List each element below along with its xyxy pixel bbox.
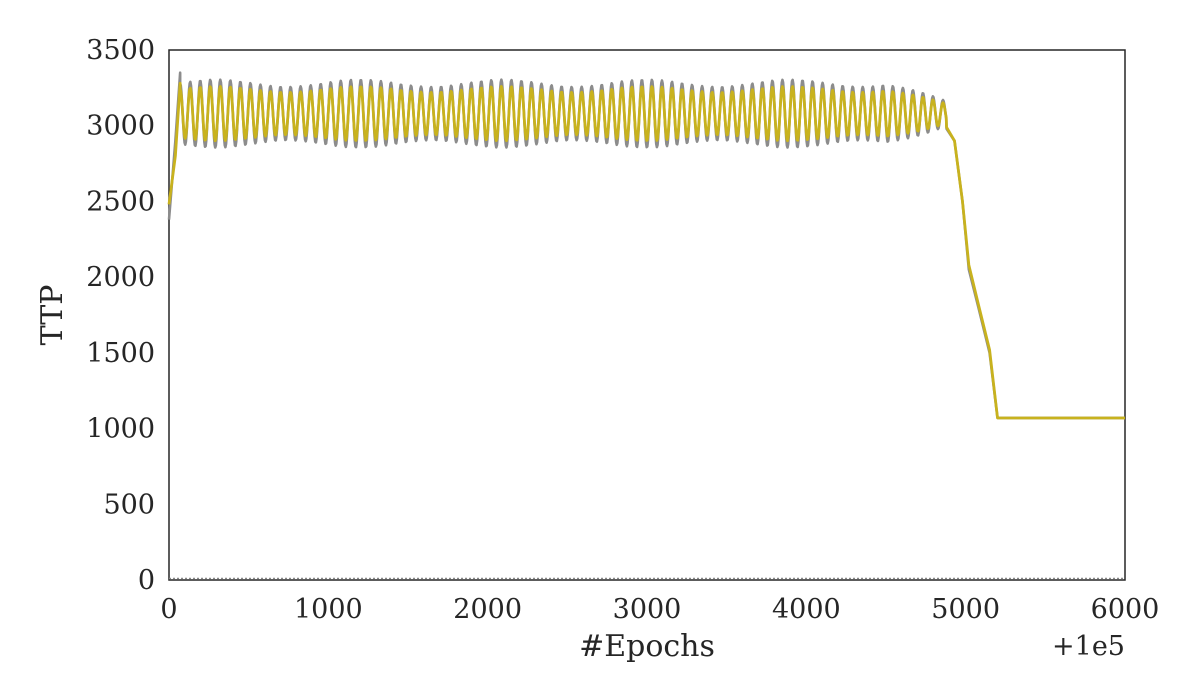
plot-area <box>167 49 1126 581</box>
y-tick-label: 0 <box>138 565 155 596</box>
series-line-2 <box>167 81 1125 420</box>
x-axis-label: #Epochs <box>579 629 715 664</box>
series-layer <box>167 71 1125 420</box>
series-line-1 <box>167 71 1125 420</box>
y-tick-label: 3500 <box>86 35 155 66</box>
x-axis-offset-label: +1e5 <box>1052 631 1125 662</box>
x-axis-ticks: 0 1000 2000 3000 4000 5000 6000 <box>160 594 1159 625</box>
y-tick-label: 1500 <box>86 338 155 369</box>
y-tick-label: 3000 <box>86 111 155 142</box>
plot-frame <box>168 49 1126 581</box>
x-tick-label: 5000 <box>931 594 1000 625</box>
x-tick-label: 1000 <box>294 594 363 625</box>
y-tick-label: 500 <box>103 489 155 520</box>
y-tick-label: 1000 <box>86 414 155 445</box>
x-tick-label: 3000 <box>613 594 682 625</box>
y-axis-label: TTP <box>35 285 70 346</box>
y-tick-label: 2000 <box>86 262 155 293</box>
y-axis-ticks: 0 500 1000 1500 2000 2500 3000 3500 <box>86 35 155 596</box>
x-tick-label: 4000 <box>772 594 841 625</box>
y-tick-label: 2500 <box>86 186 155 217</box>
x-tick-label: 6000 <box>1091 594 1160 625</box>
x-tick-label: 2000 <box>453 594 522 625</box>
x-tick-label: 0 <box>160 594 177 625</box>
